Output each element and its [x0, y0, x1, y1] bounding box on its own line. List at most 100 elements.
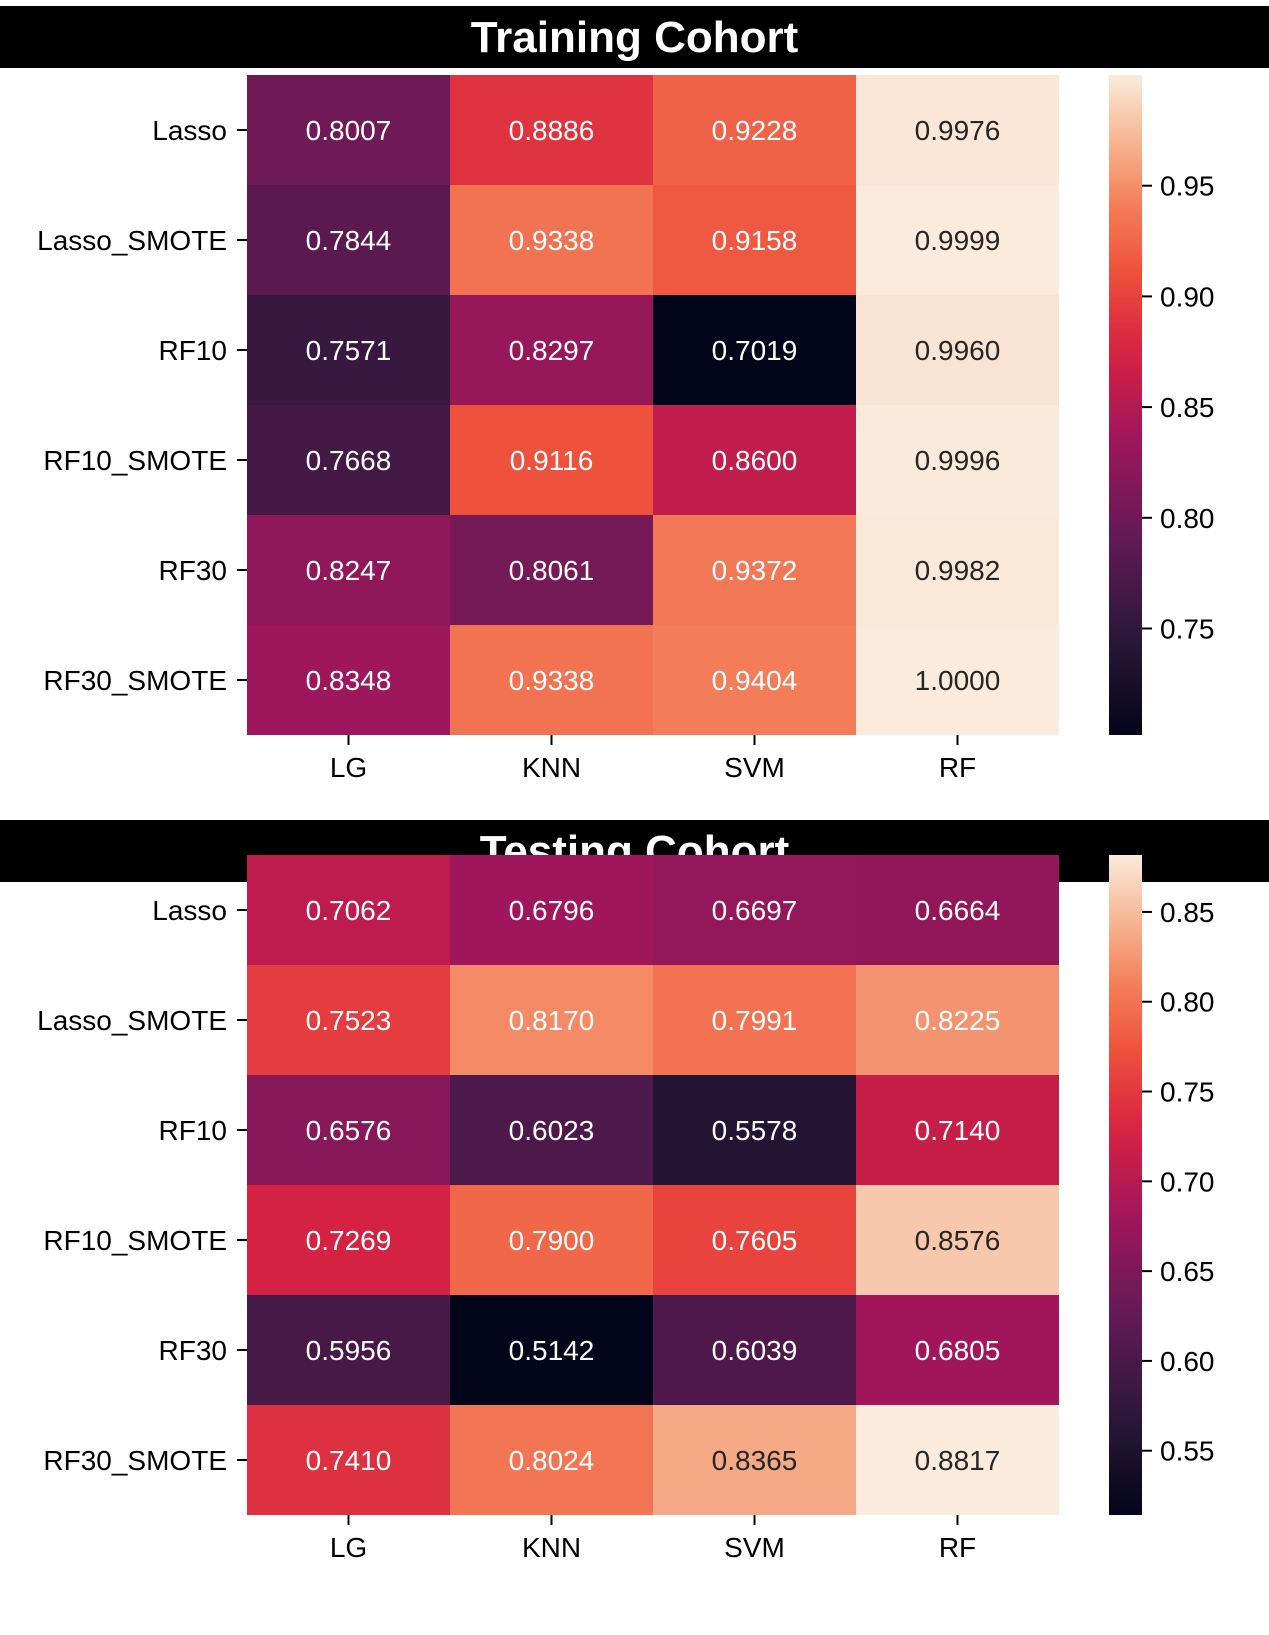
column-label-1: KNN — [522, 752, 581, 783]
cell-value-label-r1-c0: 0.7844 — [306, 225, 392, 256]
heatmap-cell-r4-c3 — [856, 515, 1059, 625]
cell-value-label-r1-c2: 0.9158 — [712, 225, 798, 256]
heatmap-cell-r1-c2 — [653, 965, 856, 1075]
heatmap-cell-r5-c1 — [450, 625, 653, 735]
cell-value-label-r3-c0: 0.7668 — [306, 445, 392, 476]
heatmap-cell-r2-c3 — [856, 295, 1059, 405]
cell-value-label-r4-c0: 0.8247 — [306, 555, 392, 586]
colorbar-tick-label-6: 0.85 — [1160, 897, 1215, 928]
heatmap-cell-r3-c0 — [247, 405, 450, 515]
heatmap-cell-r0-c2 — [653, 75, 856, 185]
heatmap-cell-r2-c1 — [450, 1075, 653, 1185]
heatmap-cell-r4-c1 — [450, 1295, 653, 1405]
cell-value-label-r3-c2: 0.8600 — [712, 445, 798, 476]
row-label-4: RF30 — [159, 555, 227, 586]
row-label-2: RF10 — [159, 1115, 227, 1146]
heatmap-cell-r5-c2 — [653, 1405, 856, 1515]
cell-value-label-r2-c1: 0.6023 — [509, 1115, 595, 1146]
colorbar — [1109, 855, 1142, 1515]
cell-value-label-r4-c2: 0.6039 — [712, 1335, 798, 1366]
heatmap-cell-r0-c1 — [450, 75, 653, 185]
heatmap-cell-r4-c0 — [247, 1295, 450, 1405]
cell-value-label-r3-c1: 0.7900 — [509, 1225, 595, 1256]
heatmap-cell-r3-c1 — [450, 405, 653, 515]
cell-value-label-r4-c1: 0.8061 — [509, 555, 595, 586]
row-label-1: Lasso_SMOTE — [37, 1005, 227, 1036]
heatmap-cell-r5-c2 — [653, 625, 856, 735]
cell-value-label-r1-c3: 0.8225 — [915, 1005, 1001, 1036]
cell-value-label-r5-c3: 0.8817 — [915, 1445, 1001, 1476]
heatmap-cell-r1-c0 — [247, 185, 450, 295]
heatmap-cell-r3-c2 — [653, 1185, 856, 1295]
cell-value-label-r1-c0: 0.7523 — [306, 1005, 392, 1036]
cell-value-label-r3-c0: 0.7269 — [306, 1225, 392, 1256]
cell-value-label-r3-c2: 0.7605 — [712, 1225, 798, 1256]
column-label-3: RF — [939, 752, 976, 783]
heatmap-cell-r1-c3 — [856, 965, 1059, 1075]
cell-value-label-r4-c0: 0.5956 — [306, 1335, 392, 1366]
heatmap-cell-r0-c3 — [856, 855, 1059, 965]
heatmap-cell-r1-c2 — [653, 185, 856, 295]
heatmap-cell-r2-c1 — [450, 295, 653, 405]
heatmap-cell-r4-c2 — [653, 1295, 856, 1405]
heatmap-cell-r4-c0 — [247, 515, 450, 625]
cell-value-label-r5-c3: 1.0000 — [915, 665, 1001, 696]
heatmap-cell-r1-c3 — [856, 185, 1059, 295]
cell-value-label-r5-c1: 0.8024 — [509, 1445, 595, 1476]
heatmap-cell-r3-c2 — [653, 405, 856, 515]
colorbar-tick-label-2: 0.85 — [1160, 392, 1215, 423]
cell-value-label-r4-c3: 0.6805 — [915, 1335, 1001, 1366]
heatmap-cell-r2-c3 — [856, 1075, 1059, 1185]
heatmap-cell-r5-c1 — [450, 1405, 653, 1515]
heatmap-cell-r1-c1 — [450, 185, 653, 295]
heatmap-cell-r0-c0 — [247, 855, 450, 965]
colorbar-tick-label-3: 0.90 — [1160, 281, 1215, 312]
heatmap-cell-r0-c0 — [247, 75, 450, 185]
colorbar-tick-label-0: 0.75 — [1160, 614, 1215, 645]
row-label-3: RF10_SMOTE — [43, 445, 227, 476]
cell-value-label-r2-c3: 0.9960 — [915, 335, 1001, 366]
colorbar-tick-label-4: 0.95 — [1160, 171, 1215, 202]
colorbar-tick-label-2: 0.65 — [1160, 1256, 1215, 1287]
cell-value-label-r1-c3: 0.9999 — [915, 225, 1001, 256]
row-label-0: Lasso — [152, 115, 227, 146]
training-title: Training Cohort — [0, 6, 1269, 68]
colorbar-tick-label-1: 0.60 — [1160, 1346, 1215, 1377]
row-label-2: RF10 — [159, 335, 227, 366]
heatmap-cell-r2-c0 — [247, 1075, 450, 1185]
column-label-0: LG — [330, 752, 367, 783]
row-label-3: RF10_SMOTE — [43, 1225, 227, 1256]
cell-value-label-r0-c2: 0.6697 — [712, 895, 798, 926]
cell-value-label-r4-c3: 0.9982 — [915, 555, 1001, 586]
cell-value-label-r0-c0: 0.8007 — [306, 115, 392, 146]
cell-value-label-r5-c0: 0.8348 — [306, 665, 392, 696]
row-label-5: RF30_SMOTE — [43, 1445, 227, 1476]
heatmap-cell-r3-c3 — [856, 405, 1059, 515]
cell-value-label-r4-c2: 0.9372 — [712, 555, 798, 586]
row-label-5: RF30_SMOTE — [43, 665, 227, 696]
testing-heatmap: 0.7062 0.6796 0.6697 0.6664 0.7523 0.8170 0.79… — [37, 855, 1215, 1563]
column-label-0: LG — [330, 1532, 367, 1563]
column-label-2: SVM — [724, 1532, 785, 1563]
cell-value-label-r2-c1: 0.8297 — [509, 335, 595, 366]
heatmap-cell-r3-c3 — [856, 1185, 1059, 1295]
colorbar-tick-label-0: 0.55 — [1160, 1436, 1215, 1467]
heatmap-cell-r0-c1 — [450, 855, 653, 965]
cell-value-label-r3-c1: 0.9116 — [510, 445, 594, 476]
cell-value-label-r2-c3: 0.7140 — [915, 1115, 1001, 1146]
cell-value-label-r5-c1: 0.9338 — [509, 665, 595, 696]
training-heatmap: 0.8007 0.8886 0.9228 0.9976 0.7844 0.9338 0.91… — [37, 75, 1215, 783]
column-label-3: RF — [939, 1532, 976, 1563]
row-label-1: Lasso_SMOTE — [37, 225, 227, 256]
colorbar-tick-label-4: 0.75 — [1160, 1077, 1215, 1108]
cell-value-label-r3-c3: 0.9996 — [915, 445, 1001, 476]
heatmap-cell-r1-c1 — [450, 965, 653, 1075]
column-label-1: KNN — [522, 1532, 581, 1563]
colorbar-tick-label-5: 0.80 — [1160, 987, 1215, 1018]
colorbar — [1109, 75, 1142, 735]
colorbar-tick-label-3: 0.70 — [1160, 1166, 1215, 1197]
row-label-4: RF30 — [159, 1335, 227, 1366]
cell-value-label-r5-c2: 0.8365 — [712, 1445, 798, 1476]
cell-value-label-r1-c2: 0.7991 — [712, 1005, 798, 1036]
colorbar-tick-label-1: 0.80 — [1160, 503, 1215, 534]
